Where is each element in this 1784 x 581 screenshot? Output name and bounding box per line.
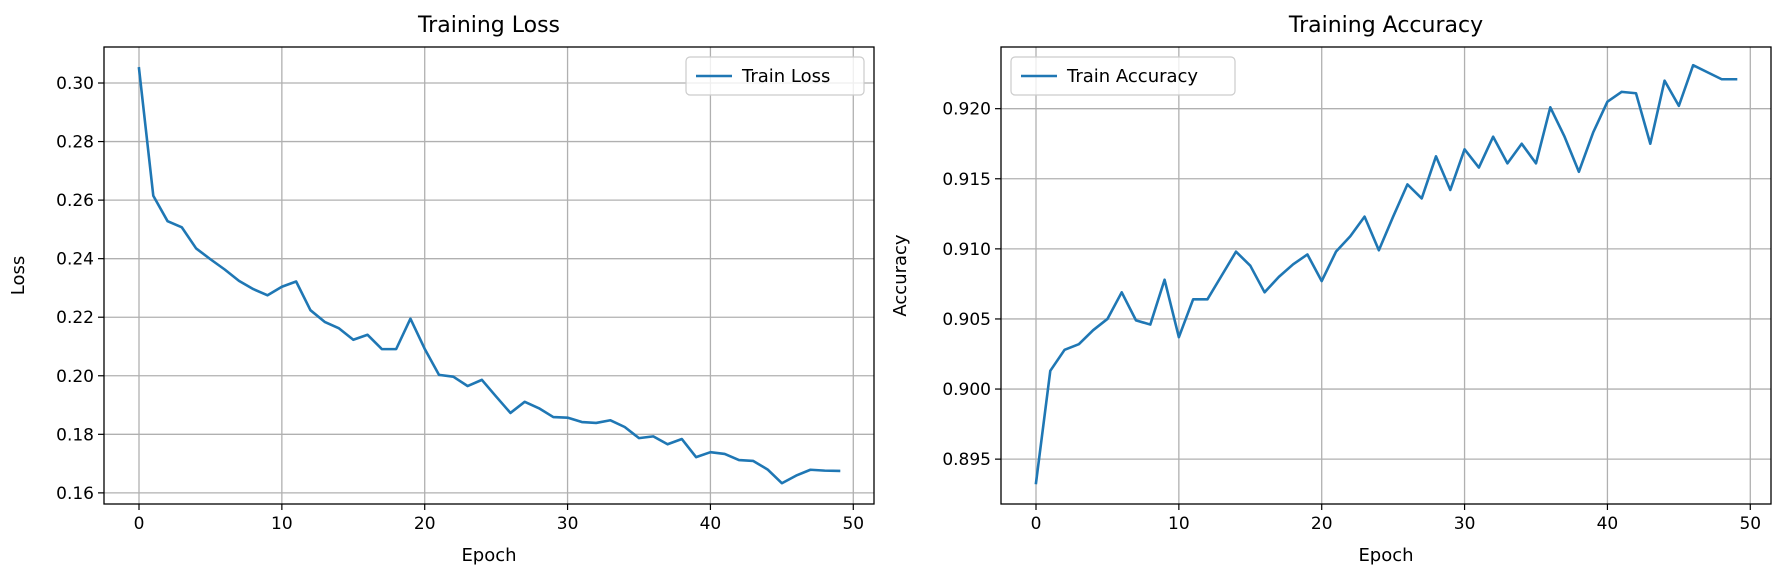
chart-1-ytick-label: 0.24 xyxy=(56,250,94,270)
chart-1-xtick-label: 30 xyxy=(557,514,579,534)
chart-2: 0 10 20 30 40 50 0.895 0.900 0.905 0.910 0.915 0.92… xyxy=(890,13,1772,566)
chart-2-axes-frame xyxy=(1000,46,1772,505)
chart-2-xtick-label: 0 xyxy=(1031,514,1042,534)
chart-1-ytick-label: 0.26 xyxy=(56,191,94,211)
chart-2-x-axis-label: Epoch xyxy=(1358,545,1413,566)
chart-1-ytick-label: 0.18 xyxy=(56,425,94,445)
chart-1-xtick-label: 50 xyxy=(842,514,864,534)
chart-1-xtick-label: 40 xyxy=(700,514,722,534)
chart-2-xtick-label: 50 xyxy=(1739,514,1761,534)
chart-2-xtick-label: 20 xyxy=(1311,514,1333,534)
chart-1-legend-label: Train Loss xyxy=(741,66,830,87)
chart-2-ytick-label: 0.920 xyxy=(942,100,991,120)
chart-1-title: Training Loss xyxy=(417,13,560,38)
chart-1-x-axis-label: Epoch xyxy=(461,545,516,566)
chart-1-xtick-label: 10 xyxy=(271,514,293,534)
chart-2-ytick-label: 0.915 xyxy=(942,170,991,190)
chart-2-xtick-label: 30 xyxy=(1454,514,1476,534)
chart-2-ytick-label: 0.900 xyxy=(942,380,991,400)
chart-2-legend-box xyxy=(1010,56,1236,96)
chart-2-legend-label: Train Accuracy xyxy=(1066,66,1198,87)
chart-1-ytick-label: 0.22 xyxy=(56,308,94,328)
chart-1-axes-frame xyxy=(103,46,875,505)
chart-2-ytick-label: 0.895 xyxy=(942,450,991,470)
chart-1-ytick-label: 0.30 xyxy=(56,74,94,94)
chart-2-xtick-label: 10 xyxy=(1168,514,1190,534)
chart-2-series-line xyxy=(1034,63,1738,485)
chart-1-ytick-label: 0.28 xyxy=(56,133,94,153)
chart-1-ytick-label: 0.16 xyxy=(56,484,94,504)
chart-1: 0 10 20 30 40 50 0.16 0.18 0.20 0.22 0.24 0.26 0.28 0… xyxy=(8,13,875,566)
chart-1-xtick-label: 0 xyxy=(134,514,145,534)
chart-1-ytick-label: 0.20 xyxy=(56,367,94,387)
chart-2-ytick-label: 0.910 xyxy=(942,240,991,260)
chart-1-series-line xyxy=(137,66,841,485)
chart-2-y-axis-label: Accuracy xyxy=(890,234,911,317)
chart-2-title: Training Accuracy xyxy=(1288,13,1483,38)
chart-1-xtick-label: 20 xyxy=(414,514,436,534)
chart-1-y-axis-label: Loss xyxy=(8,256,29,295)
chart-1-legend-box xyxy=(685,56,865,96)
chart-2-xtick-label: 40 xyxy=(1597,514,1619,534)
chart-2-ytick-label: 0.905 xyxy=(942,310,991,330)
